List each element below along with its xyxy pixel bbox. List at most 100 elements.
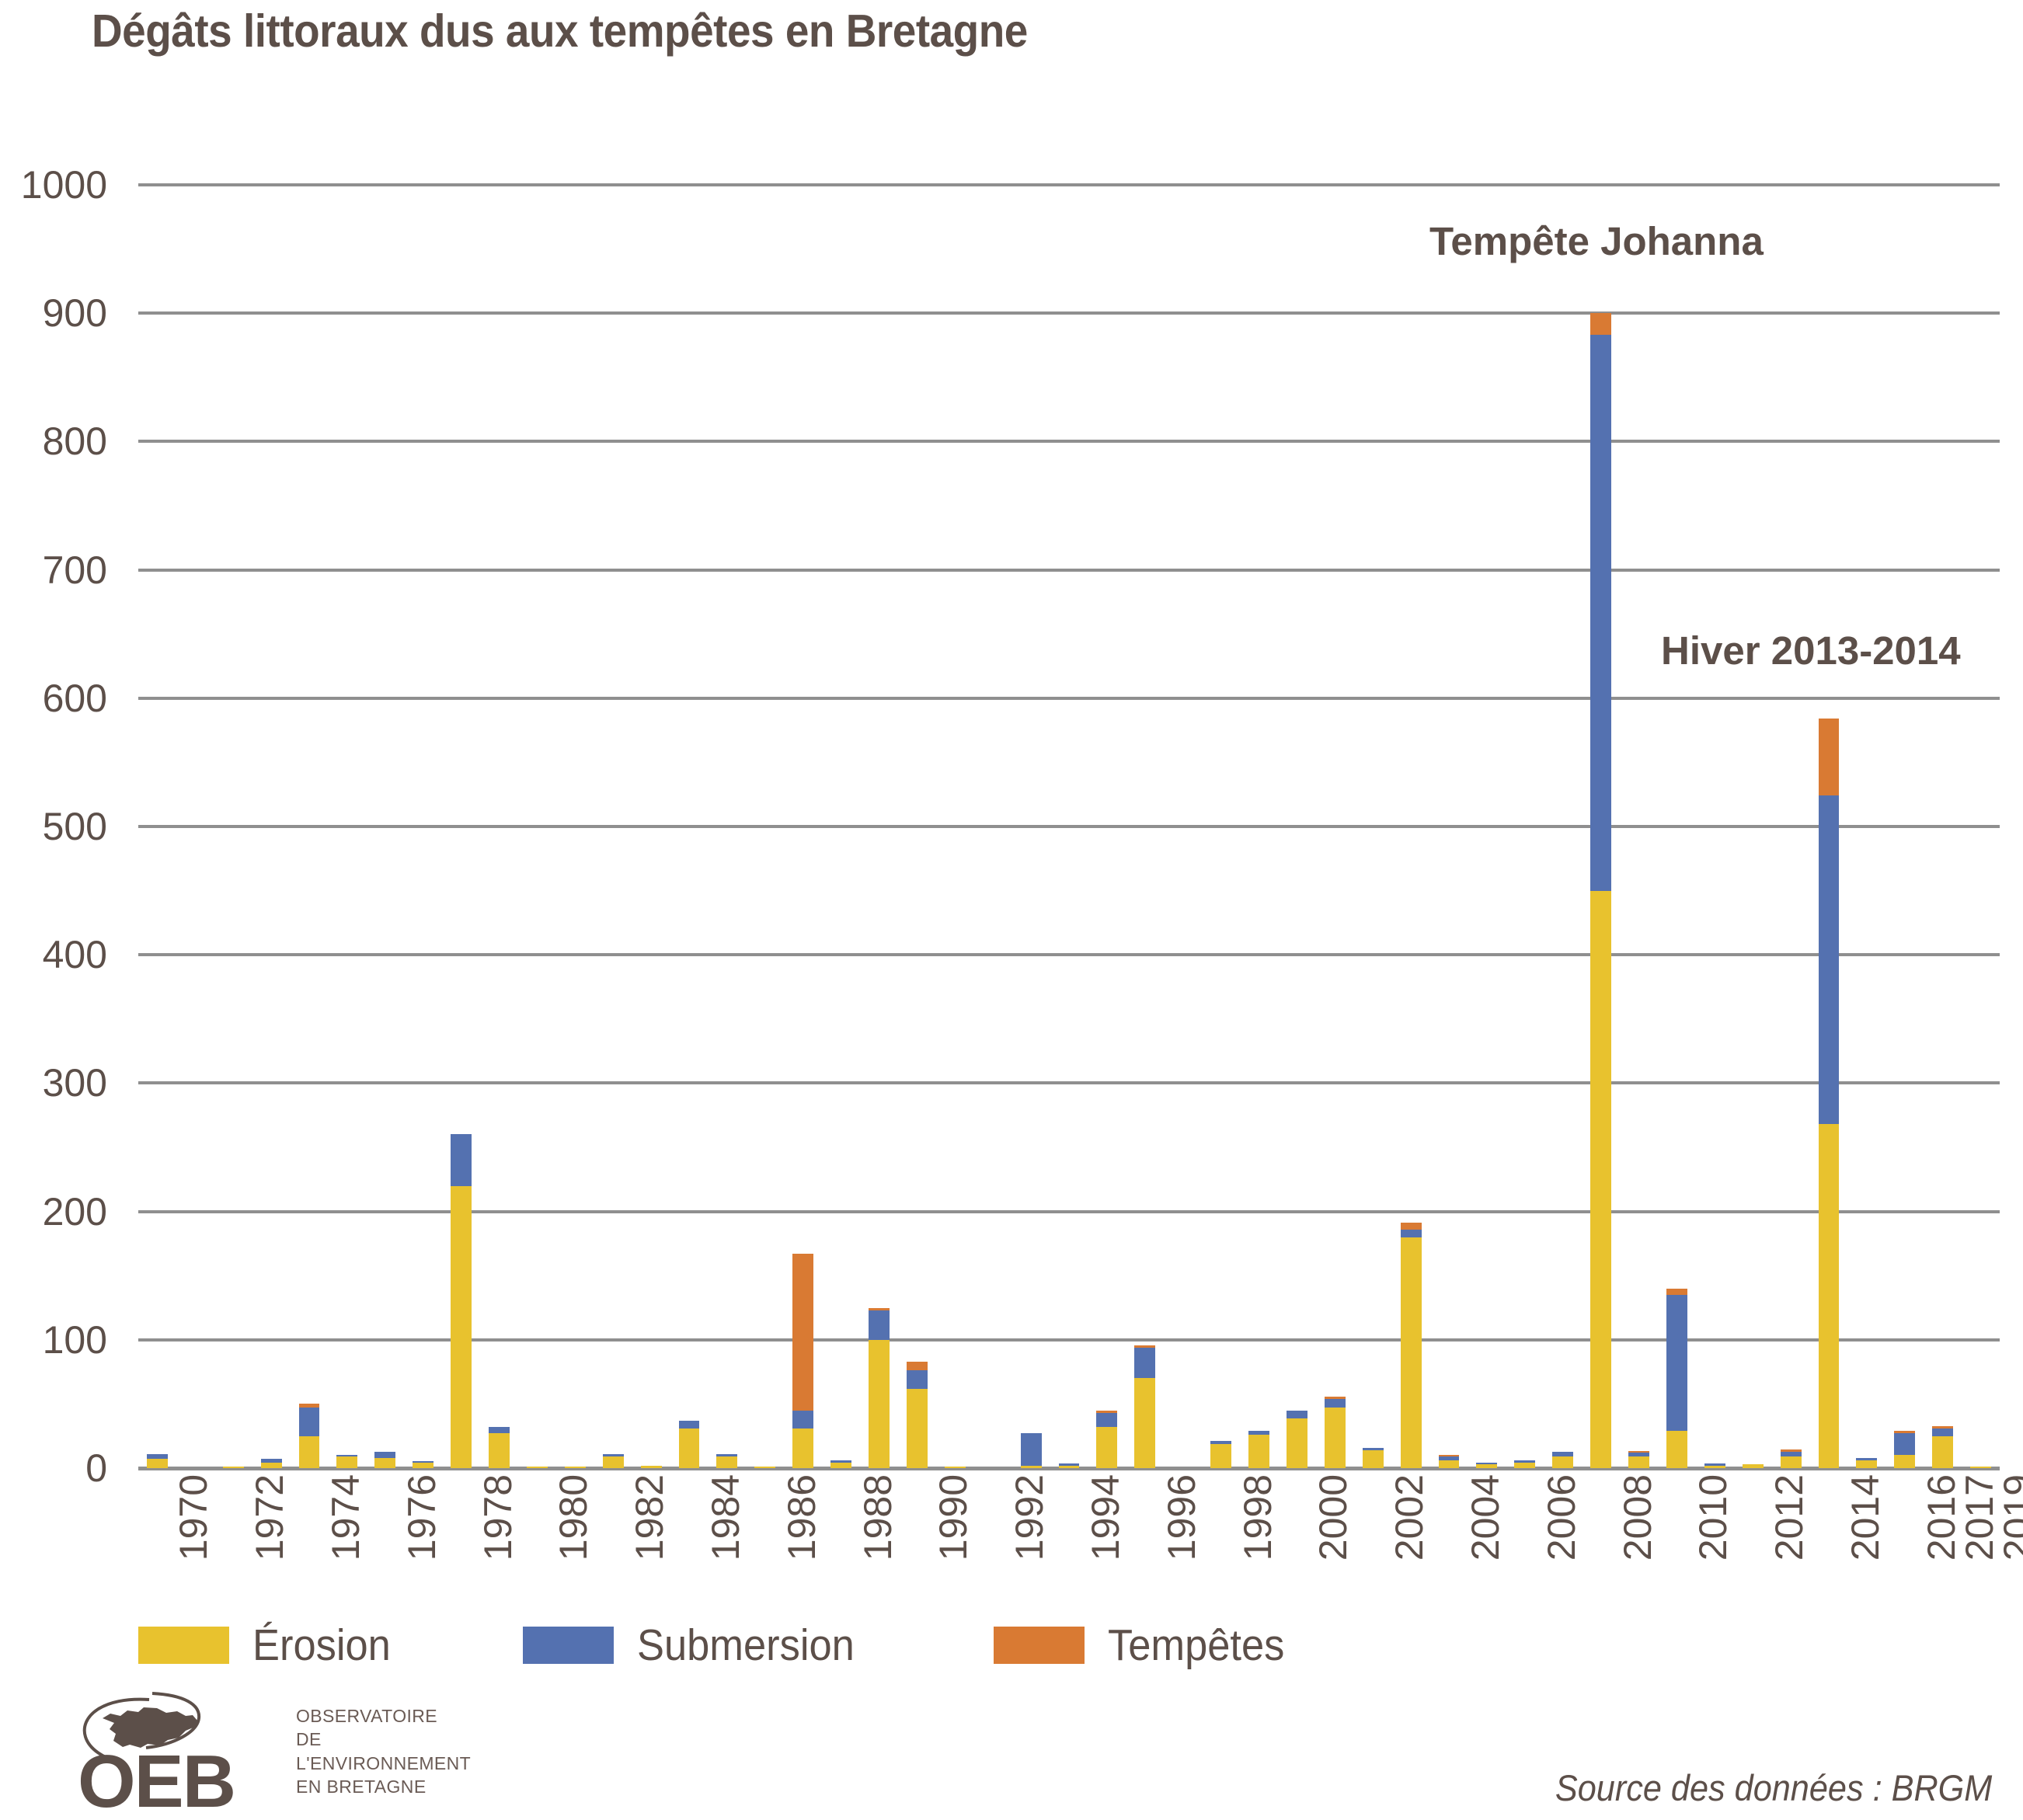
bar-2012[interactable]	[1742, 1464, 1764, 1468]
bar-2001[interactable]	[1324, 1397, 1346, 1468]
bar-2019[interactable]	[1970, 1466, 1991, 1468]
bar-2016[interactable]	[1894, 1431, 1916, 1468]
bar-segment-temptes-2017	[1932, 1425, 1954, 1429]
bar-segment-submersion-1998	[1210, 1441, 1232, 1444]
bar-segment-submersion-1988	[830, 1460, 852, 1463]
bar-segment-rosion-1999	[1248, 1435, 1269, 1468]
bar-segment-submersion-2007	[1552, 1451, 1574, 1457]
x-tick-label-1996: 1996	[1159, 1474, 1203, 1561]
bar-segment-rosion-1989	[869, 1339, 890, 1468]
bar-1986[interactable]	[754, 1466, 776, 1468]
bar-1985[interactable]	[716, 1453, 738, 1468]
legend-label: Submersion	[637, 1620, 855, 1670]
source-note: Source des données : BRGM	[1555, 1767, 1992, 1808]
bar-2014[interactable]	[1818, 719, 1840, 1468]
bar-2000[interactable]	[1286, 1410, 1307, 1468]
bar-1999[interactable]	[1248, 1431, 1269, 1468]
bar-1988[interactable]	[830, 1460, 852, 1468]
bar-1978[interactable]	[451, 1134, 472, 1468]
bar-2017[interactable]	[1932, 1425, 1954, 1468]
bar-1984[interactable]	[678, 1420, 700, 1468]
bar-segment-rosion-2013	[1780, 1456, 1802, 1468]
bar-1981[interactable]	[564, 1466, 586, 1468]
bar-2013[interactable]	[1780, 1449, 1802, 1468]
y-tick-label-400: 400	[42, 933, 107, 977]
bar-2005[interactable]	[1476, 1462, 1498, 1468]
bar-segment-rosion-2012	[1742, 1464, 1764, 1468]
bar-2006[interactable]	[1514, 1460, 1536, 1468]
bar-segment-submersion-1995	[1096, 1412, 1118, 1428]
x-tick-label-1998: 1998	[1235, 1474, 1280, 1561]
bar-segment-rosion-1972	[222, 1466, 244, 1468]
bar-2004[interactable]	[1438, 1454, 1460, 1468]
bar-1998[interactable]	[1210, 1441, 1232, 1468]
bar-segment-rosion-2000	[1286, 1418, 1307, 1468]
y-tick-label-0: 0	[85, 1446, 107, 1490]
bar-1970[interactable]	[147, 1453, 168, 1468]
bar-segment-temptes-2004	[1438, 1454, 1460, 1457]
bar-segment-submersion-2011	[1704, 1463, 1725, 1466]
gridline-200	[138, 1209, 2000, 1213]
bar-segment-temptes-2008	[1590, 313, 1611, 336]
bar-segment-rosion-2011	[1704, 1465, 1725, 1468]
bar-1974[interactable]	[298, 1404, 320, 1468]
bar-segment-rosion-1987	[792, 1428, 814, 1468]
bar-1994[interactable]	[1058, 1463, 1080, 1468]
bar-1977[interactable]	[413, 1460, 434, 1468]
bar-1980[interactable]	[526, 1466, 548, 1468]
bar-1982[interactable]	[602, 1453, 624, 1468]
x-tick-label-1986: 1986	[779, 1474, 823, 1561]
bar-1995[interactable]	[1096, 1410, 1118, 1468]
bar-2015[interactable]	[1856, 1457, 1878, 1468]
bar-1972[interactable]	[222, 1466, 244, 1468]
bar-2009[interactable]	[1628, 1450, 1649, 1468]
y-tick-label-800: 800	[42, 419, 107, 464]
bar-1993[interactable]	[1020, 1433, 1042, 1468]
bar-2003[interactable]	[1400, 1223, 1422, 1468]
bar-1987[interactable]	[792, 1254, 814, 1468]
bar-2008[interactable]	[1590, 313, 1611, 1468]
bar-1976[interactable]	[374, 1451, 396, 1468]
y-tick-label-500: 500	[42, 805, 107, 848]
bar-segment-rosion-1991	[944, 1466, 966, 1468]
bar-1973[interactable]	[260, 1459, 282, 1468]
annotation-hiver-2013-2014: Hiver 2013-2014	[1661, 628, 1961, 673]
bar-segment-submersion-2000	[1286, 1410, 1307, 1418]
x-tick-label-1982: 1982	[628, 1474, 672, 1561]
bar-segment-submersion-2009	[1628, 1453, 1649, 1457]
legend-item-submersion[interactable]: Submersion	[523, 1620, 873, 1671]
bar-1989[interactable]	[869, 1307, 890, 1468]
bar-segment-submersion-2014	[1818, 795, 1840, 1125]
bar-segment-submersion-1973	[260, 1459, 282, 1463]
x-tick-label-2008: 2008	[1615, 1474, 1659, 1561]
bar-segment-submersion-2004	[1438, 1456, 1460, 1461]
bar-segment-submersion-1993	[1020, 1433, 1042, 1466]
bar-segment-temptes-2013	[1780, 1449, 1802, 1452]
legend-item-temptes[interactable]: Tempêtes	[994, 1620, 1300, 1671]
gridline-300	[138, 1081, 2000, 1085]
logo-line-3: EN BRETAGNE	[296, 1777, 427, 1797]
x-tick-label-2000: 2000	[1311, 1474, 1356, 1561]
legend-item-rosion[interactable]: Érosion	[138, 1620, 402, 1671]
bar-1996[interactable]	[1134, 1345, 1156, 1468]
bar-1990[interactable]	[906, 1361, 928, 1468]
bar-segment-submersion-1987	[792, 1410, 814, 1429]
bar-segment-rosion-1982	[602, 1456, 624, 1468]
bar-segment-rosion-1985	[716, 1456, 738, 1468]
y-tick-label-700: 700	[42, 548, 107, 592]
bar-2010[interactable]	[1666, 1288, 1687, 1468]
logo-line-1: OBSERVATOIRE	[296, 1706, 438, 1726]
bar-1975[interactable]	[336, 1454, 358, 1468]
bar-2002[interactable]	[1362, 1448, 1384, 1468]
bar-segment-rosion-1983	[640, 1465, 662, 1468]
x-tick-label-1972: 1972	[248, 1474, 292, 1561]
bar-2011[interactable]	[1704, 1463, 1725, 1468]
bar-2007[interactable]	[1552, 1451, 1574, 1468]
bar-segment-submersion-1999	[1248, 1431, 1269, 1435]
bar-segment-temptes-1996	[1134, 1345, 1156, 1348]
bar-1979[interactable]	[489, 1427, 510, 1468]
bar-segment-rosion-1998	[1210, 1443, 1232, 1468]
bar-1991[interactable]	[944, 1466, 966, 1468]
bar-segment-submersion-2003	[1400, 1229, 1422, 1237]
bar-1983[interactable]	[640, 1465, 662, 1468]
